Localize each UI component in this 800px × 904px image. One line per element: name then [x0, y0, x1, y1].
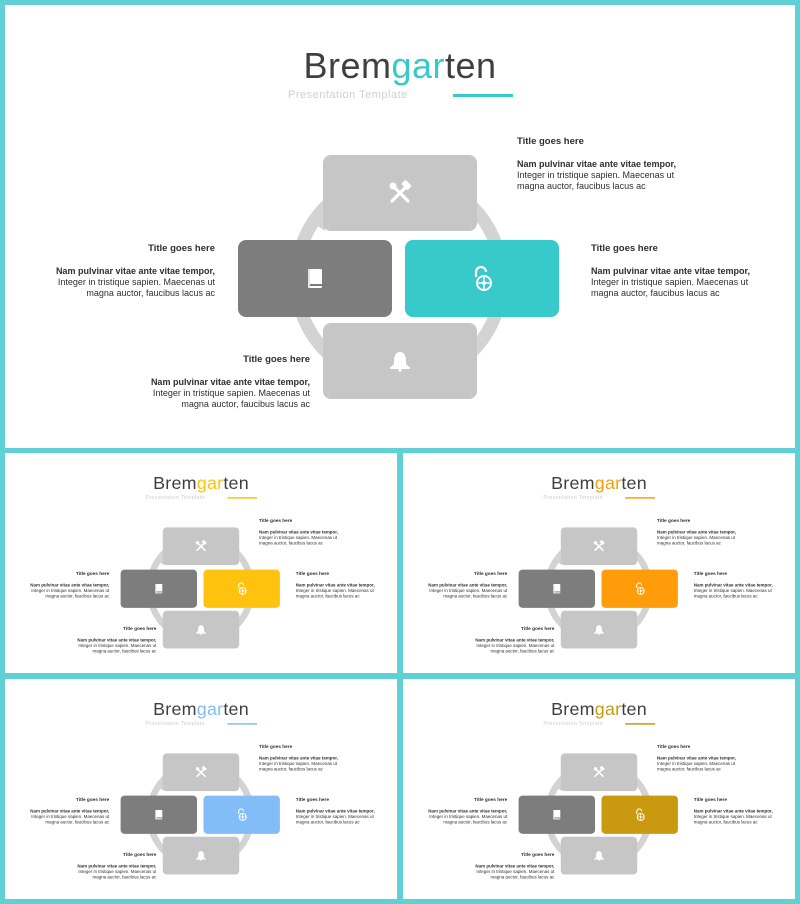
text-block-right: Title goes here Nam pulvinar vitae ante …: [693, 571, 773, 599]
text-block-left: Title goes here Nam pulvinar vitae ante …: [428, 571, 508, 599]
unlock-icon: [238, 808, 247, 821]
bell-icon: [594, 625, 604, 635]
text-block-bottom: Title goes here Nam pulvinar vitae ante …: [77, 626, 157, 654]
cycle-box-right: [601, 569, 678, 608]
book-icon: [553, 809, 561, 820]
slide-main: Bremgarten Presentation Template: [5, 5, 795, 448]
tools-icon: [389, 180, 412, 203]
cycle-box-right: [203, 569, 280, 608]
tools-icon: [195, 765, 207, 778]
bell-icon: [196, 625, 206, 635]
text-block-top-right: Title goes here Nam pulvinar vitae ante …: [259, 518, 338, 546]
brand-subtitle: Presentation Template: [543, 494, 603, 501]
book-icon: [155, 809, 163, 820]
cycle-box-right: [405, 240, 559, 317]
text-block-left: Title goes here Nam pulvinar vitae ante …: [30, 797, 110, 825]
book-icon: [308, 268, 322, 288]
slide-content: Bremgarten Presentation Template: [403, 679, 795, 899]
cycle-box-left: [120, 569, 198, 608]
cycle-box-left: [238, 240, 392, 317]
text-block-top-right: Title goes here Nam pulvinar vitae ante …: [657, 744, 736, 772]
unlock-icon: [636, 808, 645, 821]
brand-subtitle: Presentation Template: [543, 720, 603, 727]
slide-variant-yellow: Bremgarten Presentation Template: [5, 453, 397, 673]
unlock-icon: [238, 582, 247, 595]
cycle-box-top: [323, 155, 477, 231]
slide-content: Bremgarten Presentation Template: [5, 679, 397, 899]
accent-line: [227, 723, 258, 725]
bell-icon: [594, 851, 604, 861]
text-block-bottom: Title goes here Nam pulvinar vitae ante …: [475, 626, 555, 654]
cycle-box-bottom: [162, 836, 240, 875]
cycle-box-left: [120, 795, 198, 834]
bell-icon: [390, 352, 410, 372]
slide-variant-blue: Bremgarten Presentation Template: [5, 679, 397, 899]
accent-line: [227, 497, 258, 499]
text-block-left: Title goes here Nam pulvinar vitae ante …: [30, 571, 110, 599]
book-icon: [155, 583, 163, 594]
cycle-box-bottom: [560, 836, 638, 875]
cycle-box-top: [560, 753, 638, 792]
brand-subtitle: Presentation Template: [145, 720, 205, 727]
cycle-box-bottom: [162, 610, 240, 649]
slide-variant-gold: Bremgarten Presentation Template: [403, 679, 795, 899]
brand-title: Bremgarten: [153, 698, 249, 720]
slide-variant-orange: Bremgarten Presentation Template: [403, 453, 795, 673]
accent-line: [625, 723, 656, 725]
text-block-top-right: Title goes here Nam pulvinar vitae ante …: [259, 744, 338, 772]
brand-subtitle: Presentation Template: [288, 89, 408, 101]
cycle-box-top: [560, 527, 638, 566]
brand-title: Bremgarten: [551, 472, 647, 494]
text-block-bottom: Title goes here Nam pulvinar vitae ante …: [475, 852, 555, 880]
text-block-right: Title goes here Nam pulvinar vitae ante …: [295, 571, 375, 599]
brand-title: Bremgarten: [153, 472, 249, 494]
text-block-left: Title goes here Nam pulvinar vitae ante …: [428, 797, 508, 825]
cycle-box-bottom: [323, 323, 477, 399]
cycle-box-right: [203, 795, 280, 834]
brand-title: Bremgarten: [551, 698, 647, 720]
tools-icon: [195, 539, 207, 552]
text-block-right: Title goes here Nam pulvinar vitae ante …: [591, 243, 751, 298]
bell-icon: [196, 851, 206, 861]
unlock-icon: [636, 582, 645, 595]
unlock-icon: [474, 265, 492, 291]
slide-content: Bremgarten Presentation Template: [5, 453, 397, 673]
text-block-bottom: Title goes here Nam pulvinar vitae ante …: [77, 852, 157, 880]
text-block-top-right: Title goes here Nam pulvinar vitae ante …: [517, 136, 677, 191]
text-block-bottom: Title goes here Nam pulvinar vitae ante …: [150, 354, 310, 409]
cycle-box-top: [162, 527, 240, 566]
cycle-box-top: [162, 753, 240, 792]
slide-content: Bremgarten Presentation Template: [5, 5, 795, 448]
cycle-box-left: [518, 795, 596, 834]
accent-line: [453, 94, 513, 97]
text-block-top-right: Title goes here Nam pulvinar vitae ante …: [657, 518, 736, 546]
text-block-left: Title goes here Nam pulvinar vitae ante …: [55, 243, 215, 298]
cycle-box-bottom: [560, 610, 638, 649]
cycle-box-left: [518, 569, 596, 608]
book-icon: [553, 583, 561, 594]
cycle-box-right: [601, 795, 678, 834]
text-block-right: Title goes here Nam pulvinar vitae ante …: [295, 797, 375, 825]
tools-icon: [593, 765, 605, 778]
tools-icon: [593, 539, 605, 552]
brand-subtitle: Presentation Template: [145, 494, 205, 501]
brand-title: Bremgarten: [303, 45, 497, 86]
slide-content: Bremgarten Presentation Template: [403, 453, 795, 673]
accent-line: [625, 497, 656, 499]
text-block-right: Title goes here Nam pulvinar vitae ante …: [693, 797, 773, 825]
